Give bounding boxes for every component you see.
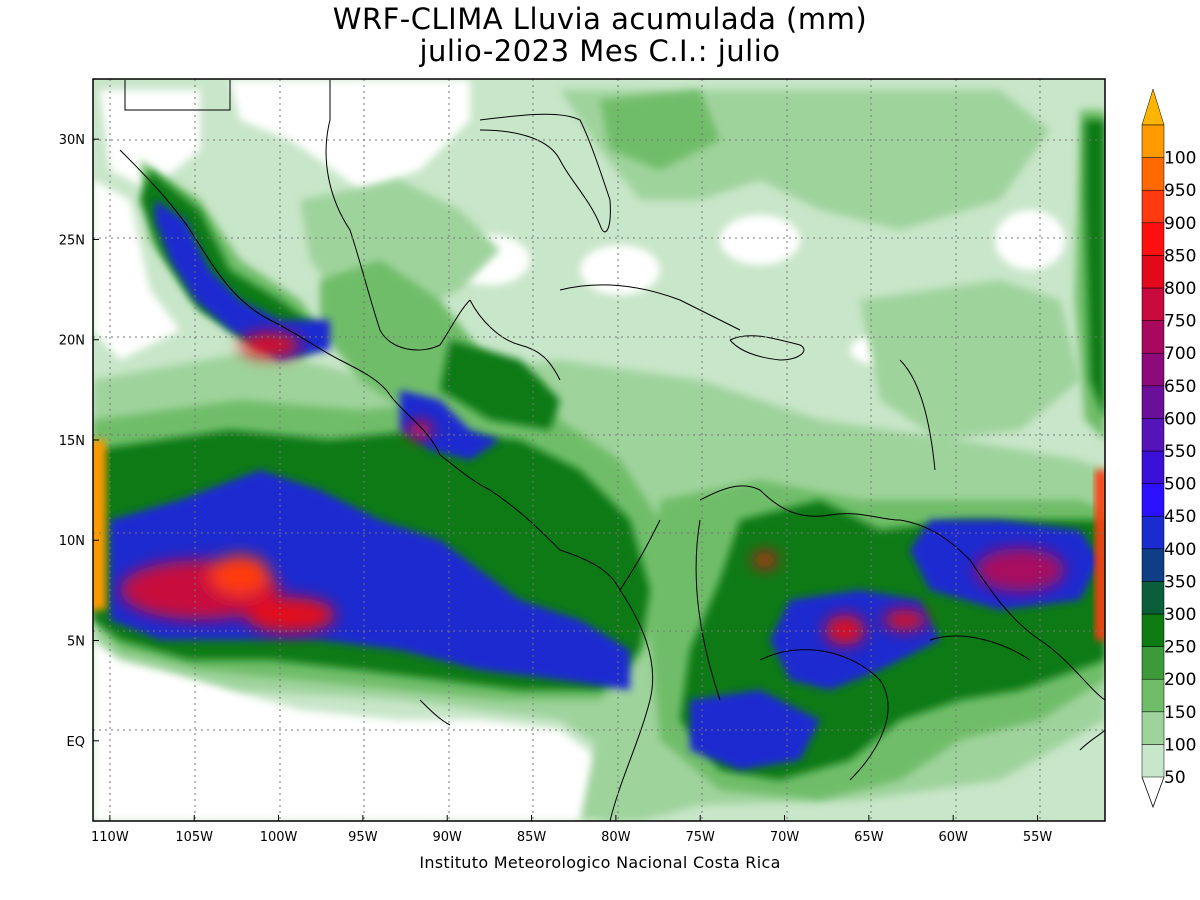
coastlines — [119, 80, 1105, 821]
lon-tick-label: 80W — [601, 830, 631, 845]
colorbar-label: 350 — [1164, 572, 1196, 592]
lon-tick-label: 70W — [770, 830, 800, 845]
colorbar-label: 100 — [1164, 149, 1196, 169]
lat-tick-label: 20N — [59, 334, 85, 349]
lat-tick-label: 25N — [59, 233, 85, 248]
colorbar-label: 250 — [1164, 638, 1196, 658]
colorbar-swatch — [1141, 157, 1165, 191]
graticule — [93, 79, 1105, 821]
colorbar-label: 100 — [1164, 735, 1196, 755]
colorbar-swatch — [1141, 320, 1165, 354]
colorbar-swatch — [1141, 646, 1165, 680]
colorbar-swatch — [1141, 515, 1165, 550]
lat-tick-label: 5N — [67, 635, 85, 650]
colorbar-label: 550 — [1164, 442, 1196, 462]
colorbar-swatch — [1141, 744, 1165, 778]
longitude-axis: 110W 105W 100W 95W 90W 85W 80W 75W 70W 65W 60W 55W — [91, 815, 1052, 845]
lat-tick-label: 15N — [59, 434, 85, 449]
colorbar-label: 750 — [1164, 312, 1196, 332]
lon-tick-label: 85W — [517, 830, 547, 845]
colorbar-swatch — [1141, 548, 1165, 582]
colorbar-label: 800 — [1164, 279, 1196, 299]
colorbar-swatch — [1141, 613, 1165, 647]
lat-tick-label: 30N — [59, 133, 85, 148]
colorbar-label: 50 — [1164, 768, 1186, 788]
map-frame — [92, 78, 1106, 822]
colorbar-swatch — [1141, 385, 1165, 419]
colorbar-swatch — [1141, 450, 1165, 484]
dry-areas — [93, 80, 1065, 821]
colorbar-label: 150 — [1164, 703, 1196, 723]
rainfall-field — [93, 79, 1105, 821]
colorbar-swatch — [1141, 418, 1165, 452]
colorbar-label: 450 — [1164, 507, 1196, 527]
colorbar-swatch — [1141, 581, 1165, 615]
rain-hotspots — [120, 333, 1065, 645]
colorbar-under-arrow — [1141, 776, 1165, 809]
colorbar-label: 850 — [1164, 246, 1196, 266]
lon-tick-label: 90W — [432, 830, 462, 845]
colorbar-swatch — [1141, 483, 1165, 517]
colorbar-over-arrow — [1141, 88, 1165, 126]
colorbar-swatch — [1141, 189, 1165, 224]
colorbar: 50 100 150 200 250 300 350 400 450 500 550 600 650 70… — [1141, 88, 1196, 809]
colorbar-swatch — [1141, 678, 1165, 713]
colorbar-swatch — [1141, 352, 1165, 387]
colorbar-swatch — [1141, 124, 1165, 158]
colorbar-swatch — [1141, 255, 1165, 289]
map-title-line1: WRF-CLIMA Lluvia acumulada (mm) — [332, 2, 868, 36]
colorbar-swatch — [1141, 287, 1165, 321]
lon-tick-label: 65W — [854, 830, 884, 845]
colorbar-label: 200 — [1164, 670, 1196, 690]
lon-tick-label: 110W — [91, 830, 129, 845]
colorbar-swatch — [1141, 711, 1165, 745]
colorbar-label: 700 — [1164, 344, 1196, 364]
colorbar-label: 300 — [1164, 605, 1196, 625]
lon-tick-label: 95W — [348, 830, 378, 845]
colorbar-swatch — [1141, 222, 1165, 256]
colorbar-label: 500 — [1164, 475, 1196, 495]
map-title-line2: julio-2023 Mes C.I.: julio — [419, 34, 781, 68]
colorbar-label: 600 — [1164, 409, 1196, 429]
west-edge-max — [93, 440, 106, 610]
credit-text: Instituto Meteorologico Nacional Costa R… — [419, 853, 781, 872]
colorbar-label: 950 — [1164, 181, 1196, 201]
lat-tick-label: 10N — [59, 534, 85, 549]
colorbar-label: 650 — [1164, 377, 1196, 397]
lon-tick-label: 55W — [1023, 830, 1053, 845]
lon-tick-label: 100W — [260, 830, 298, 845]
colorbar-label: 900 — [1164, 214, 1196, 234]
lon-tick-label: 60W — [938, 830, 968, 845]
latitude-axis: 30N 25N 20N 15N 10N 5N EQ — [59, 133, 99, 750]
east-edge-max — [1095, 470, 1105, 640]
lon-tick-label: 105W — [175, 830, 213, 845]
lon-tick-label: 75W — [685, 830, 715, 845]
colorbar-label: 400 — [1164, 540, 1196, 560]
lat-tick-label: EQ — [67, 735, 85, 750]
